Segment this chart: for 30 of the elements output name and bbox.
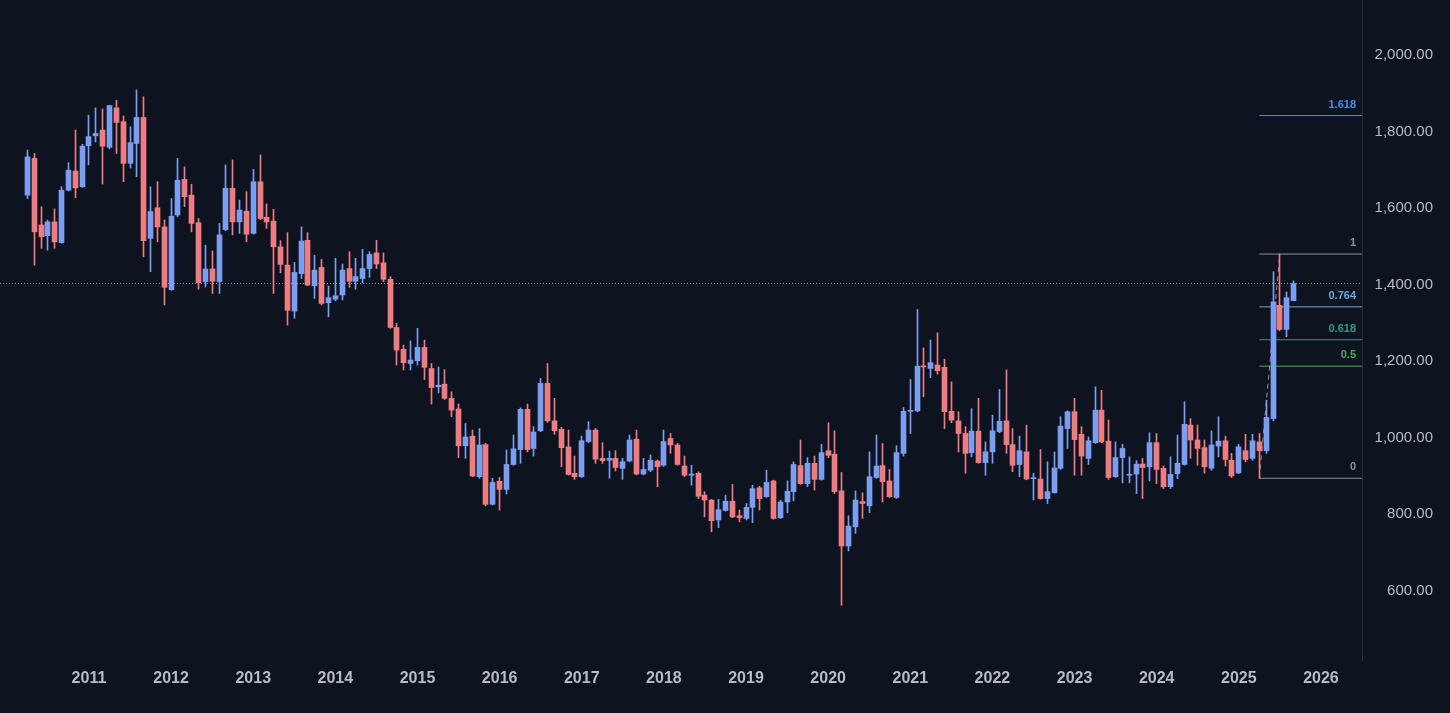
x-tick-label: 2021 bbox=[892, 669, 929, 687]
x-tick-label: 2013 bbox=[235, 669, 272, 687]
y-tick-label: 800.00 bbox=[1387, 504, 1433, 522]
x-tick-label: 2019 bbox=[728, 669, 764, 687]
x-tick-label: 2014 bbox=[317, 669, 354, 687]
x-tick-label: 2026 bbox=[1303, 669, 1339, 687]
y-tick-label: 1,000.00 bbox=[1374, 427, 1433, 445]
series-label: 0 bbox=[1349, 460, 1356, 473]
y-tick-label: 1,200.00 bbox=[1374, 351, 1433, 369]
y-tick-label: 1,800.00 bbox=[1374, 121, 1433, 139]
x-tick-label: 2017 bbox=[563, 669, 600, 687]
x-tick-label: 2016 bbox=[481, 669, 518, 687]
y-tick-label: 600.00 bbox=[1387, 580, 1433, 598]
x-tick-label: 2020 bbox=[810, 669, 847, 687]
x-tick-label: 2012 bbox=[153, 669, 189, 687]
y-tick-label: 1,400.00 bbox=[1374, 274, 1433, 292]
x-tick-label: 2023 bbox=[1056, 669, 1093, 687]
y-tick-label: 1,600.00 bbox=[1374, 198, 1433, 216]
x-tick-label: 2022 bbox=[974, 669, 1011, 687]
y-tick-label: 2,000.00 bbox=[1374, 45, 1433, 63]
series-label: 0.618 bbox=[1328, 321, 1356, 334]
x-tick-label: 2015 bbox=[399, 669, 436, 687]
series-label: 1.618 bbox=[1328, 97, 1356, 110]
x-tick-label: 2011 bbox=[71, 669, 107, 687]
series-label: 0.764 bbox=[1328, 288, 1357, 301]
x-tick-label: 2025 bbox=[1221, 669, 1257, 687]
x-tick-label: 2024 bbox=[1138, 669, 1175, 687]
series-label: 1 bbox=[1349, 236, 1356, 249]
x-tick-label: 2018 bbox=[646, 669, 682, 687]
series-label: 0.5 bbox=[1340, 348, 1356, 361]
